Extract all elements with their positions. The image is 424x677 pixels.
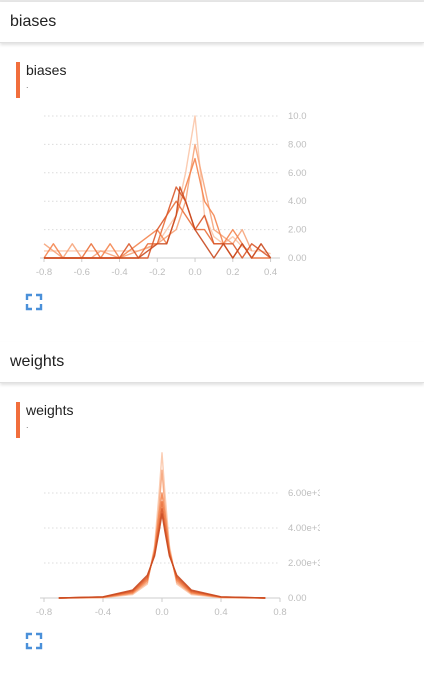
y-tick-label: 0.00 [288,593,307,604]
y-tick-label: 8.00 [288,139,307,150]
x-tick-label: 0.4 [264,267,277,278]
section-title: biases [10,13,57,30]
x-tick-label: 0.8 [273,607,286,618]
histogram-chart-biases: 0.00 2.00 4.00 6.00 8.00 10.0 -0.8 -0.6 -0.4 -0.2… [36,111,307,278]
section-header-biases[interactable]: biases [0,2,424,43]
expand-icon[interactable] [24,292,44,312]
card-accent-bar [16,62,20,98]
top-divider [0,0,424,2]
x-tick-label: -0.2 [149,267,165,278]
card-accent-bar [16,402,20,438]
x-tick-label: -0.4 [111,267,127,278]
card-subtitle: . [26,420,29,430]
series-line [44,186,272,259]
y-tick-label: 2.00e+3 [288,558,320,569]
series-line [44,186,272,259]
card-subtitle: . [26,80,29,90]
x-tick-label: 0.2 [226,267,239,278]
series-line [58,492,266,599]
section-header-weights[interactable]: weights [0,342,424,383]
y-tick-label: 4.00e+3 [288,523,320,534]
y-tick-label: 10.0 [288,111,307,122]
x-tick-label: -0.6 [74,267,90,278]
expand-icon[interactable] [24,631,44,651]
y-tick-label: 6.00e+3 [288,488,320,499]
x-tick-label: -0.4 [95,607,111,618]
y-tick-label: 6.00 [288,168,307,179]
x-tick-label: 0.4 [214,607,227,618]
card-title: biases [26,62,67,78]
series-line [58,508,266,599]
y-tick-label: 0.00 [288,253,307,264]
x-tick-label: 0.0 [188,267,201,278]
x-tick-label: -0.8 [36,607,52,618]
x-tick-label: 0.0 [155,607,168,618]
section-title: weights [10,353,65,370]
histogram-chart-weights: 0.00 2.00e+3 4.00e+3 6.00e+3 -0.8 -0.4 0.0 0.4 0… [36,452,320,618]
series-line [58,469,266,599]
series-line [44,115,271,255]
y-tick-label: 2.00 [288,225,307,236]
series-line [58,513,266,599]
series-line [58,452,266,599]
y-tick-label: 4.00 [288,196,307,207]
series-line [58,501,266,599]
card-title: weights [26,402,74,418]
x-tick-label: -0.8 [36,267,52,278]
